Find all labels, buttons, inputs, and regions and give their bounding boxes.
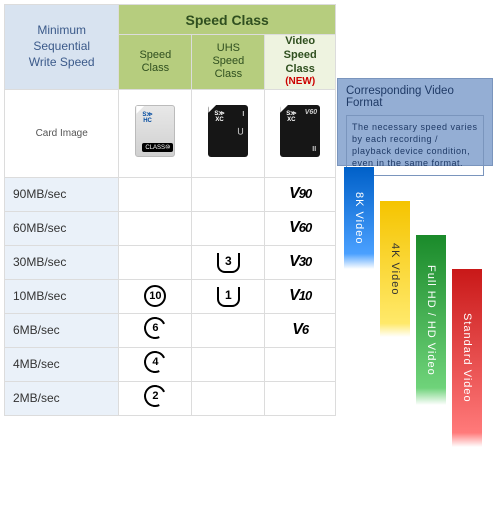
row-30: 30MB/sec 3 V30: [5, 245, 336, 279]
u1-icon: 1: [192, 279, 265, 313]
card-image-label: Card Image: [5, 89, 119, 177]
v30-icon: V30: [265, 245, 336, 279]
sdhc-card-icon: S≫HC CLASS⑩: [135, 105, 175, 157]
bar-fullhd-video: Full HD / HD Video: [416, 235, 446, 405]
class2-icon: 2: [119, 381, 192, 415]
sd-speed-class-chart: Minimum Sequential Write Speed Speed Cla…: [4, 4, 496, 416]
v10-icon: V10: [265, 279, 336, 313]
row-60: 60MB/sec V60: [5, 211, 336, 245]
speed-60: 60MB/sec: [5, 211, 119, 245]
class6-icon: 6: [119, 313, 192, 347]
u3-icon: 3: [192, 245, 265, 279]
speed-30: 30MB/sec: [5, 245, 119, 279]
speed-90: 90MB/sec: [5, 177, 119, 211]
v6-icon: V6: [265, 313, 336, 347]
col-speed-class: Speed Class: [119, 35, 192, 90]
row-4: 4MB/sec 4: [5, 347, 336, 381]
row-90: 90MB/sec V90: [5, 177, 336, 211]
video-format-panel: Corresponding Video Format The necessary…: [337, 78, 493, 166]
bar-8k-video: 8K Video: [344, 167, 374, 269]
row-2: 2MB/sec 2: [5, 381, 336, 415]
col-uhs-speed-class: UHS Speed Class: [192, 35, 265, 90]
class10-icon: 10: [119, 279, 192, 313]
header-speed-class-group: Speed Class: [119, 5, 336, 35]
card-sdxc-video: S≫XC V60 II: [265, 89, 336, 177]
speed-6: 6MB/sec: [5, 313, 119, 347]
bar-4k-video: 4K Video: [380, 201, 410, 337]
header-corner: Minimum Sequential Write Speed: [5, 5, 119, 90]
speed-4: 4MB/sec: [5, 347, 119, 381]
sdxc-video-card-icon: S≫XC V60 II: [280, 105, 320, 157]
col-video-speed-class: Video Speed Class(NEW): [265, 35, 336, 90]
card-sdhc: S≫HC CLASS⑩: [119, 89, 192, 177]
row-10: 10MB/sec 10 1 V10: [5, 279, 336, 313]
speed-2: 2MB/sec: [5, 381, 119, 415]
v90-icon: V90: [265, 177, 336, 211]
row-6: 6MB/sec 6 V6: [5, 313, 336, 347]
speed-class-table: Minimum Sequential Write Speed Speed Cla…: [4, 4, 336, 416]
card-image-row: Card Image S≫HC CLASS⑩ S≫XC I ⋃ S≫XC V60…: [5, 89, 336, 177]
sdxc-uhs-card-icon: S≫XC I ⋃: [208, 105, 248, 157]
v60-icon: V60: [265, 211, 336, 245]
video-format-title: Corresponding Video Format: [346, 85, 484, 109]
card-sdxc-uhs: S≫XC I ⋃: [192, 89, 265, 177]
bar-standard-video: Standard Video: [452, 269, 482, 447]
speed-10: 10MB/sec: [5, 279, 119, 313]
class4-icon: 4: [119, 347, 192, 381]
